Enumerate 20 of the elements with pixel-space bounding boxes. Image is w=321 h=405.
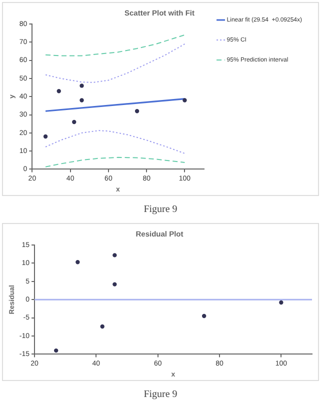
point: [43, 134, 48, 139]
point: [182, 98, 187, 102]
line-series: [45, 34, 186, 56]
point: [72, 120, 76, 124]
point: [80, 98, 84, 102]
point: [76, 260, 80, 264]
line-series: [45, 130, 186, 154]
point: [100, 324, 104, 329]
point: [112, 282, 117, 286]
point: [202, 314, 206, 318]
point: [56, 89, 61, 94]
point: [80, 84, 84, 88]
line-series: [45, 156, 186, 168]
point: [112, 253, 117, 258]
point: [279, 300, 284, 305]
caption: Figure 9: [142, 203, 178, 217]
line-series: [45, 43, 186, 83]
point: [134, 109, 140, 114]
caption: Figure 9: [142, 388, 178, 402]
point: [54, 348, 58, 353]
